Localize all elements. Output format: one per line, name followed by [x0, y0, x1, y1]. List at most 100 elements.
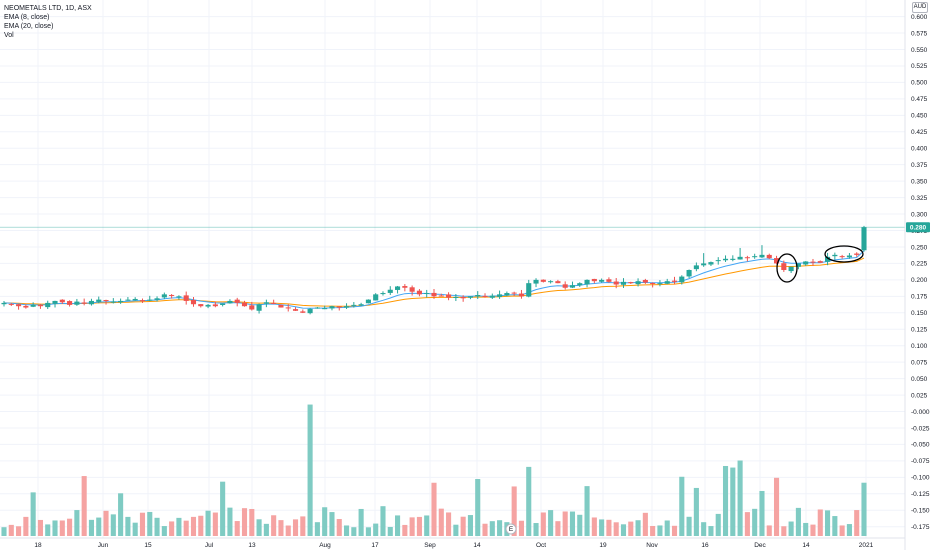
volume-bar	[839, 525, 845, 536]
volume-bar	[453, 524, 459, 536]
candle-body	[96, 299, 102, 302]
candle-body	[424, 293, 430, 295]
volume-bar	[730, 467, 736, 536]
y-tick-label: -0.150	[911, 508, 930, 515]
volume-bar	[606, 519, 612, 536]
volume-bar	[642, 512, 648, 536]
candle-body	[722, 258, 729, 261]
candle-body	[198, 304, 204, 307]
volume-bar	[526, 466, 532, 536]
candle-body	[409, 287, 415, 292]
candle-body	[212, 304, 218, 307]
candle-body	[343, 306, 350, 308]
volume-bar	[358, 508, 364, 536]
volume-bar	[759, 490, 765, 536]
legend-ema8[interactable]: EMA (8, close)	[4, 14, 50, 21]
volume-bar	[380, 506, 386, 536]
volume-bar	[322, 507, 328, 536]
candle-body	[278, 304, 284, 308]
x-tick-label: 14	[802, 542, 810, 549]
candle-body	[387, 289, 393, 293]
candle-body	[467, 296, 473, 298]
volume-bar	[169, 521, 175, 536]
candle-body	[285, 307, 291, 309]
y-tick-label: 0.425	[911, 129, 928, 136]
volume-bar	[402, 524, 408, 536]
y-tick-label: 0.150	[911, 310, 928, 317]
candle-body	[358, 304, 364, 306]
volume-bar	[832, 516, 838, 536]
candle-body	[139, 300, 146, 302]
volume-bar	[817, 509, 823, 536]
annotations: E	[0, 226, 905, 535]
candle-body	[569, 285, 576, 288]
volume-bar	[781, 526, 787, 536]
candle-body	[220, 303, 226, 306]
volume-bar	[482, 523, 488, 536]
candle-body	[263, 302, 269, 304]
candle-body	[460, 296, 466, 299]
volume-bar	[227, 507, 233, 536]
x-tick-label: Jul	[205, 542, 214, 549]
y-tick-label: 0.350	[911, 178, 928, 185]
y-tick-label: 0.075	[911, 359, 928, 366]
volume-bar	[613, 522, 619, 536]
candle-body	[161, 294, 167, 298]
y-tick-label: 0.050	[911, 376, 928, 383]
x-tick-label: Aug	[319, 542, 331, 549]
volume-bar	[788, 521, 794, 536]
volume-bar	[103, 510, 109, 536]
candle-body	[132, 298, 138, 301]
candle-body	[59, 299, 65, 303]
candle-body	[752, 256, 758, 258]
volume-bar	[343, 525, 350, 536]
candle-body	[817, 261, 823, 263]
grid	[0, 0, 905, 538]
candle-body	[1, 302, 7, 305]
volume-bar	[409, 517, 415, 536]
volume-bar	[737, 460, 743, 536]
candle-body	[300, 311, 306, 313]
volume-bar	[497, 520, 503, 536]
volume-bar	[329, 512, 335, 536]
volume-bar	[205, 510, 211, 536]
x-tick-label: 19	[599, 542, 607, 549]
candle-body	[395, 286, 401, 290]
x-tick-label: 16	[701, 542, 709, 549]
volume-bar	[161, 526, 167, 536]
volume-bar	[74, 510, 80, 536]
legend-symbol[interactable]: NEOMETALS LTD, 1D, ASX	[4, 5, 92, 12]
volume-bar	[292, 519, 299, 536]
y-tick-label: 0.325	[911, 195, 928, 202]
candle-body	[686, 270, 692, 277]
y-tick-label: 0.175	[911, 294, 928, 301]
volume-bar	[715, 513, 721, 536]
legend-vol[interactable]: Vol	[4, 32, 14, 39]
currency-button[interactable]: AUD	[912, 2, 928, 13]
volume-bar	[795, 507, 801, 536]
volume-bar	[424, 515, 430, 536]
legend-ema20[interactable]: EMA (20, close)	[4, 23, 54, 30]
y-tick-label: -0.000	[911, 409, 930, 416]
candle-body	[810, 261, 816, 263]
candle-body	[635, 281, 641, 285]
volume-bar	[336, 519, 342, 536]
volume-bar	[773, 477, 780, 536]
candle-body	[846, 255, 852, 258]
volume-bar	[548, 510, 554, 536]
volume-bar	[744, 512, 750, 536]
volume-bar	[198, 515, 204, 536]
candle-body	[766, 254, 772, 259]
volume-bar	[540, 512, 546, 536]
candle-body	[380, 293, 386, 295]
y-tick-label: 0.475	[911, 96, 928, 103]
candle-body	[577, 283, 583, 286]
candle-body	[489, 295, 495, 298]
candle-body	[205, 304, 211, 307]
volume-bar	[387, 526, 393, 536]
volume-bars	[1, 404, 867, 536]
volume-bar	[591, 517, 597, 536]
candle-body	[30, 304, 36, 307]
candle-body	[737, 256, 743, 260]
